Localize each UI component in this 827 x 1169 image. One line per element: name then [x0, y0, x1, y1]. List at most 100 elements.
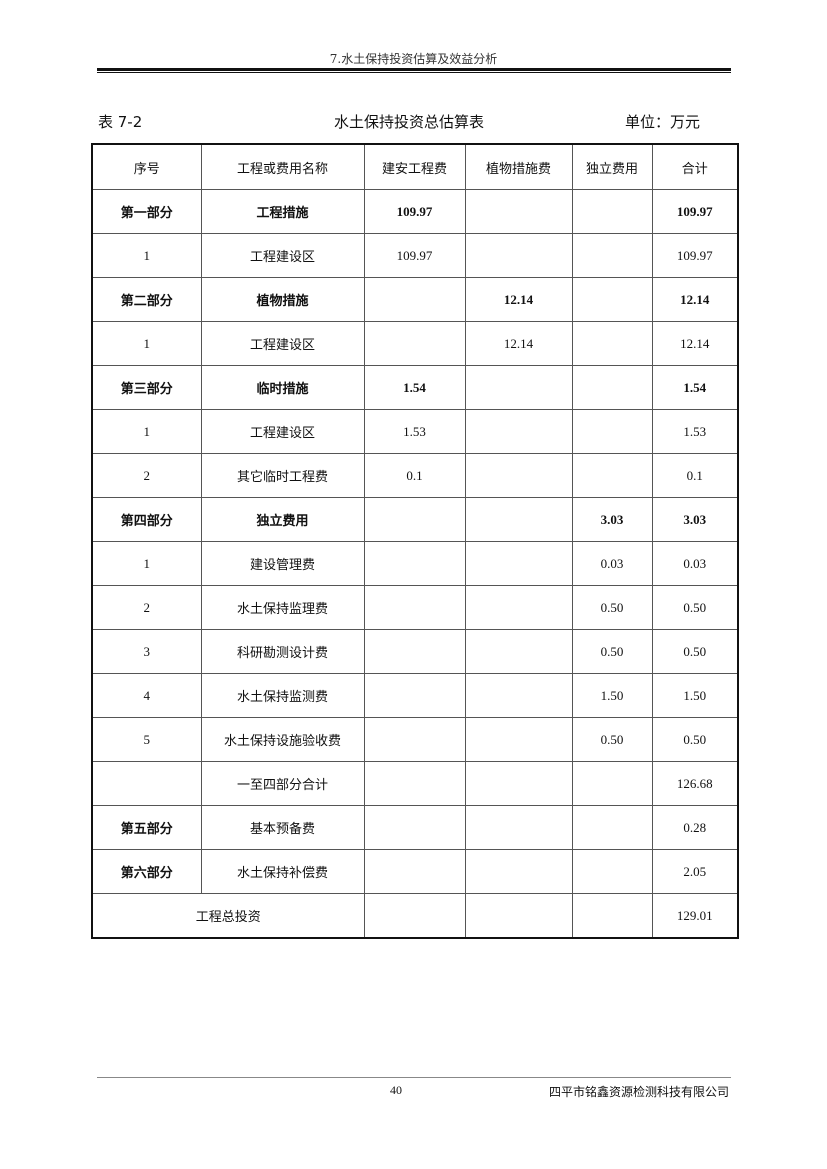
- table-cell: [464, 893, 573, 939]
- table-cell: 0.28: [651, 805, 739, 850]
- table-cell: 0.50: [651, 717, 739, 762]
- table-cell: 科研勘测设计费: [200, 629, 365, 674]
- table-cell: 1: [91, 321, 202, 366]
- table-cell: 基本预备费: [200, 805, 365, 850]
- table-cell: 109.97: [651, 189, 739, 234]
- table-cell: 水土保持补偿费: [200, 849, 365, 894]
- table-cell: 植物措施: [200, 277, 365, 322]
- table-cell: 1: [91, 233, 202, 278]
- table-cell: 第三部分: [91, 365, 202, 410]
- table-cell: [571, 849, 653, 894]
- table-cell: 1.53: [363, 409, 466, 454]
- table-cell: 2: [91, 453, 202, 498]
- table-cell: 工程建设区: [200, 409, 365, 454]
- table-cell: [464, 805, 573, 850]
- table-row: 2 其它临时工程费 0.1 0.1: [91, 453, 739, 498]
- table-cell: [363, 629, 466, 674]
- table-cell: [464, 761, 573, 806]
- table-cell: 2.05: [651, 849, 739, 894]
- header-rule-thin: [97, 72, 731, 73]
- table-row: 1 工程建设区 109.97 109.97: [91, 233, 739, 278]
- table-cell: 第四部分: [91, 497, 202, 542]
- table-cell: 第五部分: [91, 805, 202, 850]
- table-cell: [464, 453, 573, 498]
- investment-table: 序号 工程或费用名称 建安工程费 植物措施费 独立费用 合计 第一部分 工程措施 109.97 1…: [91, 143, 739, 939]
- table-cell: 第一部分: [91, 189, 202, 234]
- running-header: 7.水土保持投资估算及效益分析: [329, 52, 498, 66]
- column-header: 植物措施费: [464, 143, 573, 190]
- table-cell: [363, 497, 466, 542]
- table-row: 1 工程建设区 12.14 12.14: [91, 321, 739, 366]
- table-cell: [363, 717, 466, 762]
- table-cell: [464, 233, 573, 278]
- table-cell: [363, 585, 466, 630]
- table-cell: [363, 761, 466, 806]
- table-row: 2 水土保持监理费 0.50 0.50: [91, 585, 739, 630]
- table-row: 1 工程建设区 1.53 1.53: [91, 409, 739, 454]
- table-cell: 1.53: [651, 409, 739, 454]
- table-cell: 工程措施: [200, 189, 365, 234]
- table-cell: 109.97: [363, 189, 466, 234]
- table-cell: [363, 277, 466, 322]
- table-cell: [363, 805, 466, 850]
- table-cell: [571, 761, 653, 806]
- table-row: 第四部分 独立费用 3.03 3.03: [91, 497, 739, 542]
- table-cell: 0.03: [651, 541, 739, 586]
- table-row: 一至四部分合计 126.68: [91, 761, 739, 806]
- table-cell: 其它临时工程费: [200, 453, 365, 498]
- table-header-row: 序号 工程或费用名称 建安工程费 植物措施费 独立费用 合计: [91, 143, 739, 190]
- table-cell: [464, 629, 573, 674]
- company-name: 四平市铭鑫资源检测科技有限公司: [548, 1085, 729, 1099]
- table-cell: 独立费用: [200, 497, 365, 542]
- table-cell: 129.01: [651, 893, 739, 939]
- table-row: 3 科研勘测设计费 0.50 0.50: [91, 629, 739, 674]
- table-cell: [464, 409, 573, 454]
- table-row: 4 水土保持监测费 1.50 1.50: [91, 673, 739, 718]
- table-cell: [91, 761, 202, 806]
- table-cell: [464, 365, 573, 410]
- table-cell: 12.14: [464, 321, 573, 366]
- table-cell: [363, 321, 466, 366]
- table-cell: [571, 233, 653, 278]
- table-cell: 0.1: [363, 453, 466, 498]
- table-cell: 水土保持监测费: [200, 673, 365, 718]
- table-cell: 126.68: [651, 761, 739, 806]
- table-cell: 工程建设区: [200, 321, 365, 366]
- table-cell: 1.50: [651, 673, 739, 718]
- table-cell: [571, 453, 653, 498]
- table-cell: 第六部分: [91, 849, 202, 894]
- table-cell: 1.50: [571, 673, 653, 718]
- table-cell: [464, 497, 573, 542]
- table-row: 第一部分 工程措施 109.97 109.97: [91, 189, 739, 234]
- table-cell: 0.50: [571, 629, 653, 674]
- table-cell: [464, 849, 573, 894]
- table-title: 水土保持投资总估算表: [334, 113, 485, 131]
- table-cell: 109.97: [363, 233, 466, 278]
- table-cell: 3.03: [651, 497, 739, 542]
- table-cell: [464, 585, 573, 630]
- table-cell: 0.50: [571, 717, 653, 762]
- table-cell: [571, 409, 653, 454]
- table-row: 第二部分 植物措施 12.14 12.14: [91, 277, 739, 322]
- table-cell: 水土保持监理费: [200, 585, 365, 630]
- total-row: 工程总投资 129.01: [91, 893, 739, 939]
- table-cell: [464, 717, 573, 762]
- table-cell: 建设管理费: [200, 541, 365, 586]
- table-cell: 109.97: [651, 233, 739, 278]
- table-cell: 水土保持设施验收费: [200, 717, 365, 762]
- page-number: 40: [390, 1083, 402, 1097]
- table-cell: 0.50: [571, 585, 653, 630]
- table-cell: [363, 893, 466, 939]
- table-cell: [571, 277, 653, 322]
- column-header: 工程或费用名称: [200, 143, 365, 190]
- table-cell: 0.50: [651, 585, 739, 630]
- table-cell: 1.54: [363, 365, 466, 410]
- table-cell: 1: [91, 409, 202, 454]
- table-row: 第三部分 临时措施 1.54 1.54: [91, 365, 739, 410]
- table-cell: [363, 849, 466, 894]
- table-cell: [571, 893, 653, 939]
- table-cell: 1.54: [651, 365, 739, 410]
- table-row: 5 水土保持设施验收费 0.50 0.50: [91, 717, 739, 762]
- table-cell: 第二部分: [91, 277, 202, 322]
- table-cell: [363, 541, 466, 586]
